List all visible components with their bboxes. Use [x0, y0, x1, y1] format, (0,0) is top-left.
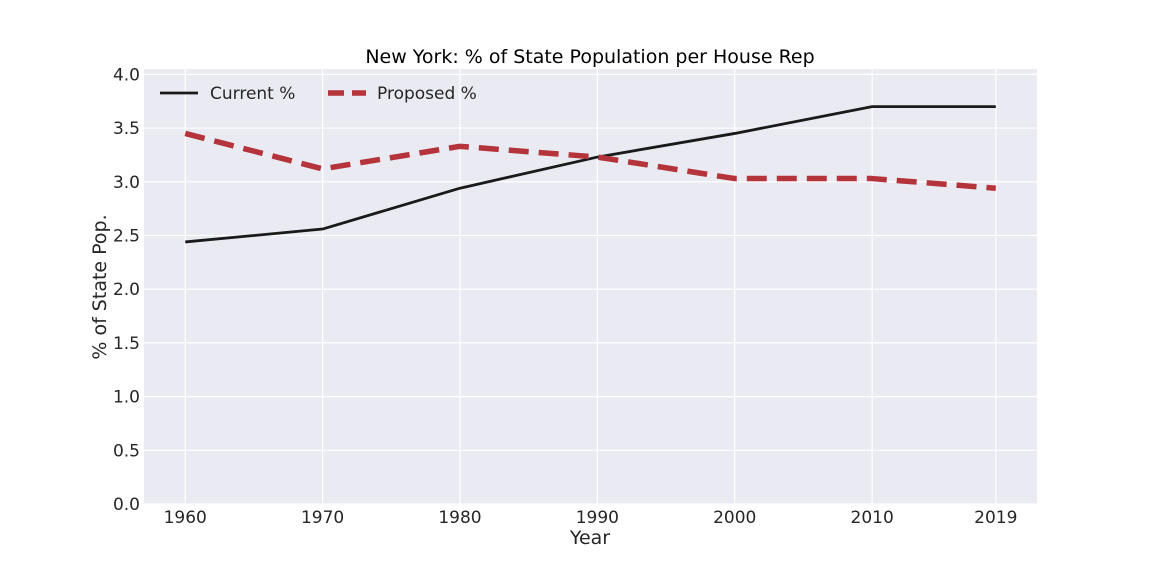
- y-tick-label: 1.5: [113, 334, 140, 354]
- x-tick-label: 2019: [974, 508, 1017, 528]
- series-layer: [184, 105, 996, 244]
- y-tick-label: 0.0: [113, 495, 140, 515]
- x-tick-label: 2010: [851, 508, 894, 528]
- series-line-current: [185, 105, 996, 244]
- y-axis-ticks: 0.0 0.5 1.0 1.5 2.0 2.5 3.0 3.5 4.0: [113, 65, 140, 515]
- y-axis-label: % of State Pop.: [89, 214, 111, 359]
- x-axis-ticks: 1960 1970 1980 1990 2000 2010 2019: [164, 508, 1018, 528]
- x-axis-label: Year: [569, 527, 610, 549]
- y-tick-label: 0.5: [113, 441, 140, 461]
- y-tick-label: 2.0: [113, 280, 140, 300]
- x-tick-label: 1960: [164, 508, 207, 528]
- x-tick-label: 1970: [301, 508, 344, 528]
- y-tick-label: 4.0: [113, 65, 140, 85]
- x-tick-label: 2000: [713, 508, 756, 528]
- x-tick-label: 1990: [576, 508, 619, 528]
- chart-title: New York: % of State Population per Hous…: [365, 46, 814, 68]
- x-tick-label: 1980: [438, 508, 481, 528]
- y-tick-label: 2.5: [113, 226, 140, 246]
- plot-background: [144, 69, 1037, 504]
- series-line-proposed: [184, 130, 996, 191]
- grid-lines: [144, 69, 1037, 505]
- y-tick-label: 3.5: [113, 119, 140, 139]
- y-tick-label: 1.0: [113, 388, 140, 408]
- legend-label-proposed: Proposed %: [377, 84, 477, 104]
- legend-label-current: Current %: [210, 84, 295, 104]
- y-tick-label: 3.0: [113, 173, 140, 193]
- legend: Current % Proposed %: [160, 84, 477, 104]
